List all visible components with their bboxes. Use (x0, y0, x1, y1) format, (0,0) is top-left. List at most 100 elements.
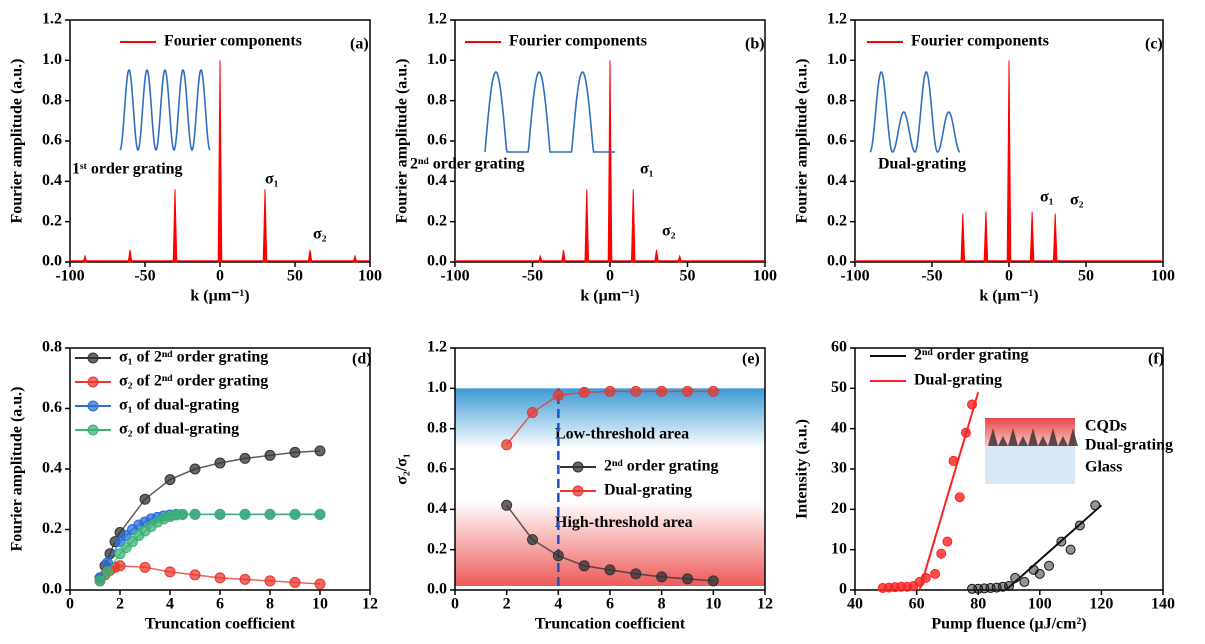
data-point (314, 508, 326, 520)
y-tick-label: 50 (831, 379, 847, 396)
x-axis-title: Truncation coefficient (535, 616, 686, 633)
legend-marker (87, 352, 99, 364)
legend-label: Fourier components (164, 33, 302, 50)
y-tick-label: 0.0 (427, 581, 447, 598)
data-point (94, 575, 106, 587)
fourier-peak (82, 254, 88, 263)
data-point (552, 389, 564, 401)
legend-label: 2ⁿᵈ order grating (914, 347, 1028, 364)
fourier-peak (127, 249, 133, 263)
data-point (164, 566, 176, 578)
annotation: (e) (742, 351, 760, 368)
y-tick-label: 0.2 (827, 212, 847, 229)
x-tick-label: 100 (753, 268, 777, 285)
y-tick-label: 0.4 (42, 172, 62, 189)
legend-marker (87, 376, 99, 388)
data-point (239, 452, 251, 464)
annotation: Dual-grating (1085, 437, 1173, 454)
y-tick-label: 0.6 (42, 132, 62, 149)
x-axis-title: k (μm⁻¹) (580, 288, 639, 305)
data-point (578, 560, 590, 572)
data-point (164, 474, 176, 486)
x-tick-label: 40 (847, 596, 863, 613)
x-tick-label: -100 (440, 268, 469, 285)
y-tick-label: 0.6 (827, 132, 847, 149)
data-point (214, 508, 226, 520)
data-point (578, 386, 590, 398)
x-tick-label: 10 (312, 596, 328, 613)
y-tick-label: 0.4 (42, 460, 62, 477)
y-tick-label: 0.2 (42, 212, 62, 229)
fourier-peak (1052, 213, 1058, 263)
fourier-peak (307, 249, 313, 263)
y-tick-label: 0.2 (427, 212, 447, 229)
data-point (289, 576, 301, 588)
x-tick-label: 6 (606, 596, 614, 613)
series-line (99, 565, 321, 585)
glass-layer (985, 446, 1075, 484)
data-point (102, 566, 113, 578)
data-point (264, 575, 276, 587)
y-tick-label: 1.2 (42, 11, 62, 28)
y-tick-label: 0.0 (827, 253, 847, 270)
fourier-peak (262, 189, 268, 263)
y-tick-label: 0.8 (427, 91, 447, 108)
data-point (604, 564, 616, 576)
data-point (501, 439, 513, 451)
data-point (239, 508, 251, 520)
y-tick-label: 0.6 (427, 460, 447, 477)
data-point (527, 407, 538, 419)
legend-marker (572, 485, 584, 497)
annotation: (b) (745, 36, 765, 53)
y-tick-label: 0 (839, 581, 847, 598)
y-tick-label: 10 (831, 540, 847, 557)
data-point (264, 508, 276, 520)
y-tick-label: 0.8 (427, 419, 447, 436)
fourier-peak (217, 60, 223, 263)
y-tick-label: 1.2 (427, 339, 447, 356)
annotation: σ₁ (640, 161, 654, 178)
data-point (189, 463, 201, 475)
data-point (656, 385, 668, 397)
y-axis-title: Fourier amplitude (a.u.) (394, 58, 411, 223)
y-tick-label: 0.0 (42, 581, 62, 598)
x-tick-label: 0 (451, 596, 459, 613)
data-point (954, 492, 965, 503)
data-point (707, 575, 719, 587)
x-tick-label: 8 (266, 596, 274, 613)
x-tick-label: 100 (1028, 596, 1052, 613)
legend-label: σ₂ of 2ⁿᵈ order grating (119, 373, 268, 390)
data-point (630, 385, 642, 397)
y-tick-label: 30 (831, 460, 847, 477)
x-tick-label: 0 (216, 268, 224, 285)
data-point (936, 548, 947, 559)
legend-label: 2ⁿᵈ order grating (604, 458, 718, 475)
x-tick-label: -100 (840, 268, 869, 285)
annotation: σ₁ (1040, 189, 1054, 206)
legend-label: Fourier components (509, 33, 647, 50)
fit-line (1005, 504, 1103, 591)
annotation: 2ⁿᵈ order grating (410, 156, 524, 173)
y-tick-label: 40 (831, 419, 847, 436)
data-point (139, 493, 151, 505)
data-point (682, 385, 693, 397)
data-point (930, 568, 941, 579)
data-point (214, 457, 226, 469)
data-point (630, 568, 642, 580)
grating-profile (869, 71, 961, 153)
x-tick-label: 0 (66, 596, 74, 613)
x-tick-label: 120 (1089, 596, 1113, 613)
data-point (942, 536, 953, 547)
x-tick-label: 100 (1151, 268, 1175, 285)
legend-label: Dual-grating (914, 372, 1002, 389)
data-point (552, 550, 564, 562)
grating-profile (484, 71, 615, 153)
data-point (114, 560, 126, 572)
y-tick-label: 1.2 (827, 11, 847, 28)
x-tick-label: 2 (503, 596, 511, 613)
data-point (289, 508, 301, 520)
band-label: Low-threshold area (555, 426, 689, 443)
x-axis-title: k (μm⁻¹) (979, 288, 1038, 305)
x-axis-title: Pump fluence (μJ/cm²) (931, 616, 1086, 633)
y-tick-label: 1.0 (427, 379, 447, 396)
